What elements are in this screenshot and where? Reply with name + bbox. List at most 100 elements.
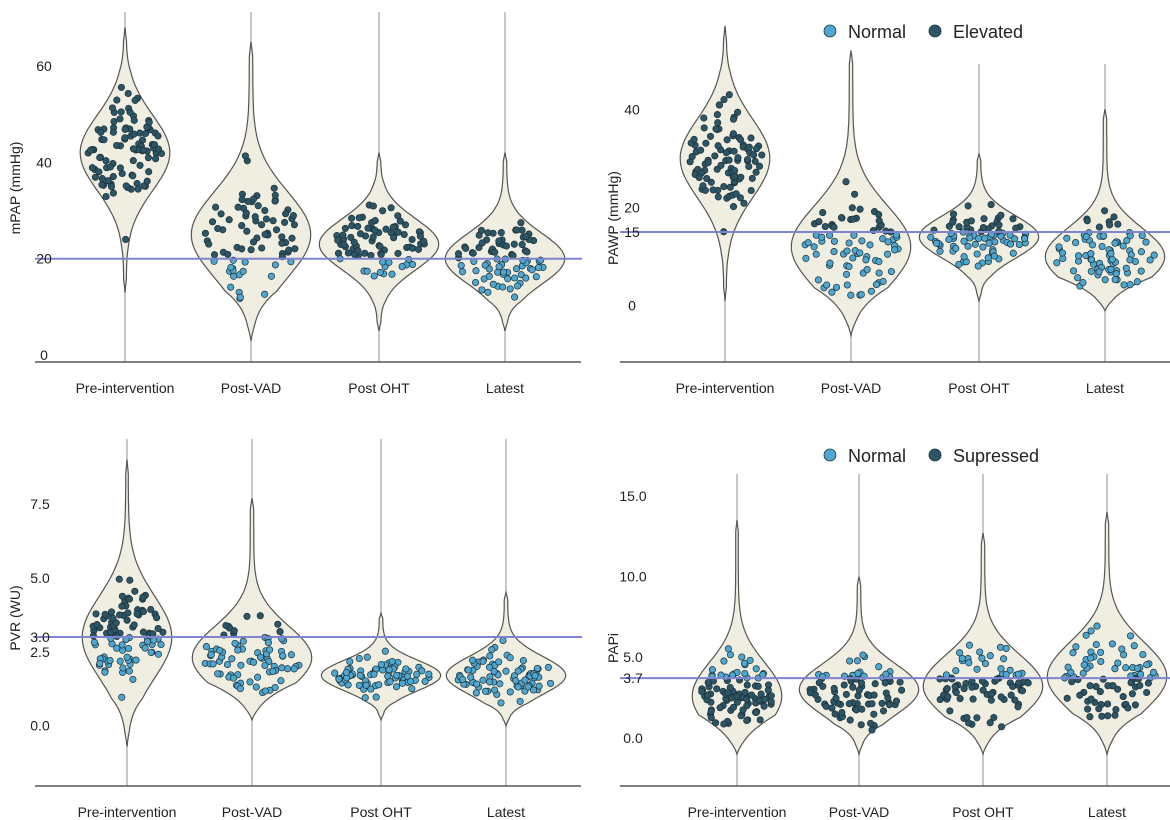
data-point — [512, 265, 521, 273]
data-point — [879, 235, 887, 243]
data-point — [112, 619, 120, 627]
data-point — [878, 699, 886, 707]
data-point — [117, 108, 125, 116]
data-point — [121, 125, 129, 133]
data-point — [123, 653, 131, 661]
data-point — [278, 239, 286, 247]
data-point — [344, 249, 352, 257]
data-point — [126, 576, 134, 584]
data-point — [239, 267, 247, 275]
violin-latest — [445, 590, 567, 728]
data-point — [1127, 679, 1135, 687]
data-point — [398, 263, 406, 271]
data-point — [1002, 670, 1010, 679]
data-point — [499, 268, 508, 276]
data-point — [154, 132, 162, 140]
data-point — [246, 678, 254, 686]
data-point — [964, 242, 972, 250]
data-point — [371, 226, 379, 234]
data-point — [1015, 240, 1023, 249]
data-point — [124, 89, 132, 98]
data-point — [856, 205, 864, 213]
legend-label: Supressed — [953, 446, 1039, 466]
data-point — [720, 183, 728, 191]
data-point — [287, 651, 295, 659]
data-point — [927, 233, 935, 241]
data-point — [214, 670, 222, 678]
data-point — [497, 229, 505, 237]
data-point — [1014, 670, 1022, 678]
data-point — [511, 274, 519, 282]
data-point — [748, 691, 756, 699]
data-point — [1011, 696, 1019, 704]
data-point — [145, 118, 153, 126]
data-point — [269, 217, 277, 225]
data-point — [256, 653, 265, 661]
data-point — [282, 210, 290, 218]
data-point — [892, 697, 901, 705]
data-point — [1112, 706, 1120, 714]
data-point — [712, 719, 720, 727]
data-point — [270, 184, 278, 192]
data-point — [995, 221, 1003, 229]
data-point — [408, 235, 416, 244]
data-point — [832, 694, 840, 702]
data-point — [517, 219, 525, 227]
data-point — [125, 595, 134, 603]
data-point — [234, 646, 242, 654]
data-point — [416, 232, 424, 240]
data-point — [491, 686, 499, 694]
data-point — [393, 671, 401, 679]
data-point — [752, 665, 760, 673]
data-point — [1087, 256, 1096, 264]
data-point — [98, 181, 106, 189]
data-point — [1024, 679, 1032, 687]
data-point — [955, 260, 963, 268]
data-point — [457, 262, 465, 270]
data-point — [707, 707, 715, 715]
data-point — [756, 716, 764, 724]
data-point — [1126, 632, 1135, 640]
data-point — [484, 288, 492, 296]
data-point — [974, 262, 982, 270]
data-point — [98, 175, 106, 183]
data-point — [965, 719, 973, 727]
data-point — [276, 628, 284, 636]
data-point — [510, 240, 518, 248]
data-point — [377, 250, 385, 259]
data-point — [734, 154, 742, 162]
data-point — [952, 244, 960, 252]
data-point — [1104, 712, 1112, 720]
data-point — [116, 657, 124, 665]
data-point — [291, 245, 299, 253]
data-point — [857, 679, 866, 687]
violin-pre-intervention — [691, 520, 783, 756]
data-point — [278, 664, 286, 672]
data-point — [720, 96, 728, 104]
data-point — [251, 213, 259, 221]
data-point — [854, 669, 862, 677]
data-point — [118, 592, 126, 600]
data-point — [846, 657, 854, 665]
data-point — [377, 660, 385, 669]
data-point — [711, 152, 719, 160]
data-point — [126, 108, 134, 116]
data-point — [521, 676, 529, 684]
x-tick-label: Latest — [486, 380, 524, 396]
data-point — [1097, 648, 1105, 656]
panel-1: 0 20 40 60 Pre-intervention Post-VAD Post OHT L… — [7, 12, 582, 396]
data-point — [826, 259, 834, 267]
data-point — [261, 206, 269, 215]
x-tick-label: Pre-intervention — [688, 804, 787, 820]
data-point — [243, 612, 251, 620]
data-point — [1114, 685, 1122, 693]
data-point — [420, 237, 428, 245]
y-tick-label: 5.0 — [30, 570, 50, 586]
data-point — [700, 114, 708, 122]
data-point — [981, 660, 990, 668]
data-point — [271, 197, 279, 205]
data-point — [875, 217, 883, 225]
x-tick-label: Post OHT — [348, 380, 410, 396]
data-point — [129, 675, 137, 683]
data-point — [116, 164, 124, 172]
